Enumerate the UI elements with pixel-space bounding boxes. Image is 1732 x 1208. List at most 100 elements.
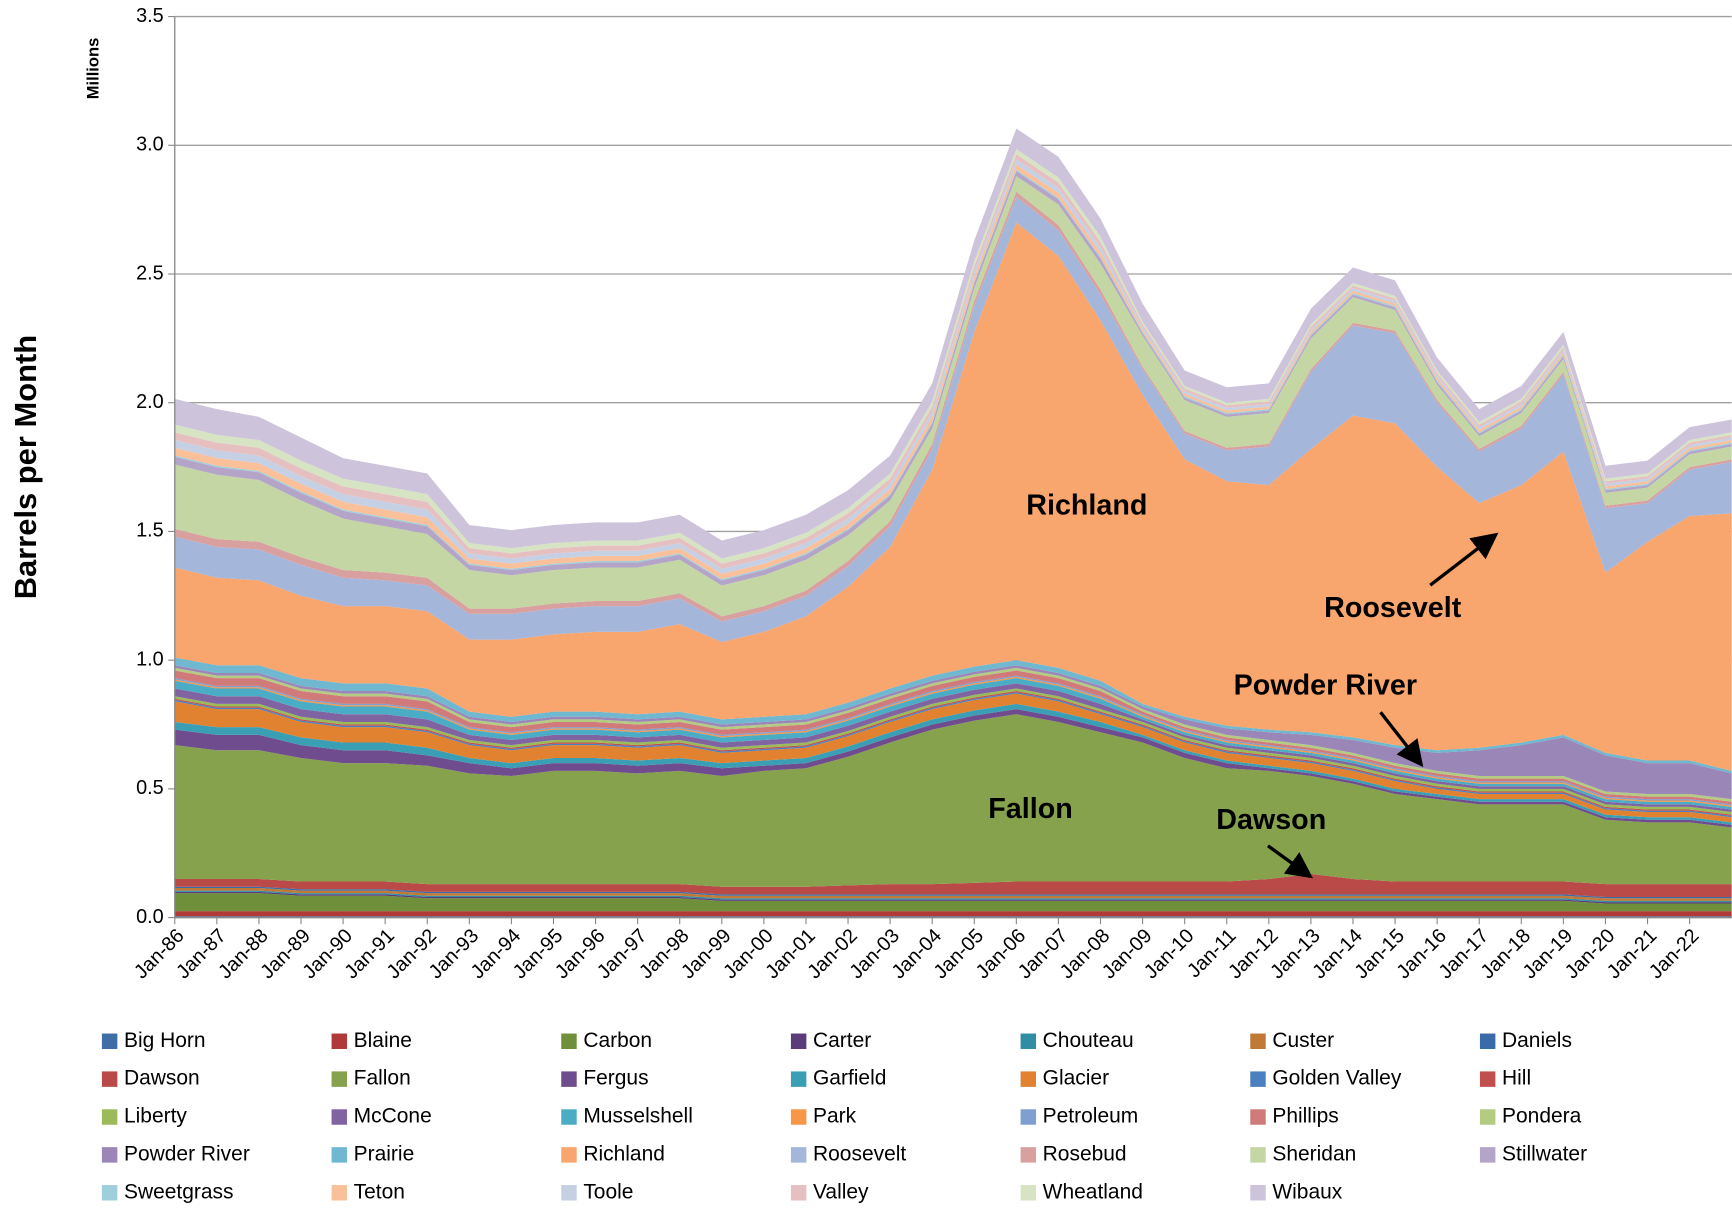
y-tick-label: 2.0 xyxy=(136,391,164,413)
legend-swatch xyxy=(1020,1109,1037,1125)
legend-label: Petroleum xyxy=(1043,1105,1139,1128)
y-tick-label: 3.5 xyxy=(136,5,164,27)
area xyxy=(174,890,1732,903)
legend-swatch xyxy=(1250,1109,1266,1125)
legend-label: Phillips xyxy=(1272,1105,1338,1128)
area xyxy=(174,887,1732,901)
legend-label: Fallon xyxy=(354,1067,411,1090)
legend-label: Wheatland xyxy=(1043,1180,1143,1203)
legend-label: Stillwater xyxy=(1502,1142,1587,1165)
legend-label: Musselshell xyxy=(583,1105,693,1128)
area xyxy=(174,657,1732,774)
area xyxy=(174,886,1732,899)
y-tick-label: 2.5 xyxy=(136,262,164,284)
area xyxy=(174,703,1732,825)
legend-label: Dawson xyxy=(124,1067,200,1090)
area xyxy=(174,893,1732,912)
legend-swatch xyxy=(1479,1033,1496,1049)
legend-swatch xyxy=(331,1033,348,1049)
annotation: Roosevelt xyxy=(1324,592,1462,624)
legend-label: Sweetgrass xyxy=(124,1180,234,1203)
legend-swatch xyxy=(1479,1109,1496,1125)
area xyxy=(174,222,1732,771)
annotation: Dawson xyxy=(1216,804,1326,836)
legend-label: Wibaux xyxy=(1272,1180,1342,1203)
y-tick-label: 1.5 xyxy=(136,520,164,542)
y-tick-label: 1.0 xyxy=(136,648,164,670)
legend-swatch xyxy=(1020,1033,1037,1049)
area xyxy=(174,714,1732,887)
legend-swatch xyxy=(561,1185,577,1201)
y-axis-label: Barrels per Month xyxy=(8,335,43,599)
y-unit-label: Millions xyxy=(84,38,103,100)
legend-label: Liberty xyxy=(124,1105,187,1128)
legend-swatch xyxy=(790,1109,807,1125)
legend-label: Rosebud xyxy=(1043,1142,1127,1165)
legend-label: Prairie xyxy=(354,1142,415,1165)
legend-label: Valley xyxy=(813,1180,869,1203)
legend-swatch xyxy=(331,1185,348,1201)
legend-label: Park xyxy=(813,1105,857,1128)
legend-label: Garfield xyxy=(813,1067,886,1090)
legend-label: Chouteau xyxy=(1043,1029,1134,1052)
legend-label: Pondera xyxy=(1502,1105,1582,1128)
legend-swatch xyxy=(101,1185,118,1201)
areas xyxy=(174,128,1732,918)
legend-label: Blaine xyxy=(354,1029,412,1052)
legend-swatch xyxy=(790,1147,807,1163)
area xyxy=(174,693,1732,823)
legend-swatch xyxy=(331,1071,348,1087)
area xyxy=(174,873,1732,898)
legend-swatch xyxy=(1250,1185,1266,1201)
legend-swatch xyxy=(1250,1033,1266,1049)
annotations: Richland Roosevelt Powder River Fallon Dawso… xyxy=(988,489,1461,836)
legend-swatch xyxy=(331,1109,348,1125)
legend-label: Sheridan xyxy=(1272,1142,1356,1165)
legend-swatch xyxy=(790,1071,807,1087)
legend-swatch xyxy=(101,1147,118,1163)
legend-swatch xyxy=(1479,1147,1496,1163)
legend-label: Teton xyxy=(354,1180,405,1203)
legend-swatch xyxy=(1479,1071,1496,1087)
annotation: Powder River xyxy=(1234,669,1417,701)
legend-swatch xyxy=(1020,1185,1037,1201)
legend-swatch xyxy=(561,1147,577,1163)
legend-label: Golden Valley xyxy=(1272,1067,1402,1090)
legend-swatch xyxy=(331,1147,348,1163)
annotation: Fallon xyxy=(988,793,1072,825)
area xyxy=(174,709,1732,828)
area xyxy=(174,196,1732,643)
annotation: Richland xyxy=(1026,489,1147,521)
legend-label: Big Horn xyxy=(124,1029,206,1052)
annotation-arrows xyxy=(1266,532,1499,879)
legend-label: McCone xyxy=(354,1105,432,1128)
legend-swatch xyxy=(561,1071,577,1087)
legend-label: Glacier xyxy=(1043,1067,1109,1090)
legend-swatch xyxy=(1250,1147,1266,1163)
area xyxy=(174,891,1732,904)
legend-label: Fergus xyxy=(583,1067,648,1090)
legend-label: Hill xyxy=(1502,1067,1531,1090)
legend-label: Powder River xyxy=(124,1142,250,1165)
legend-swatch xyxy=(561,1109,577,1125)
legend-label: Carbon xyxy=(583,1029,652,1052)
legend-label: Custer xyxy=(1272,1029,1334,1052)
arrow xyxy=(1379,711,1424,768)
legend-swatch xyxy=(101,1109,118,1125)
legend-label: Richland xyxy=(583,1142,665,1165)
legend-label: Roosevelt xyxy=(813,1142,906,1165)
legend-label: Toole xyxy=(583,1180,633,1203)
legend-label: Carter xyxy=(813,1029,871,1052)
legend-swatch xyxy=(101,1071,118,1087)
legend-swatch xyxy=(1020,1147,1037,1163)
y-tick-label: 0.0 xyxy=(136,906,164,928)
legend-swatch xyxy=(790,1185,807,1201)
legend-swatch xyxy=(1250,1071,1266,1087)
y-tick-label: 3.0 xyxy=(136,134,164,156)
area xyxy=(174,911,1732,917)
legend-swatch xyxy=(101,1033,118,1049)
y-tick-label: 0.5 xyxy=(136,777,164,799)
legend-swatch xyxy=(561,1033,577,1049)
legend: Big Horn Blaine Carbon Carter Chouteau Custer… xyxy=(101,1029,1587,1203)
